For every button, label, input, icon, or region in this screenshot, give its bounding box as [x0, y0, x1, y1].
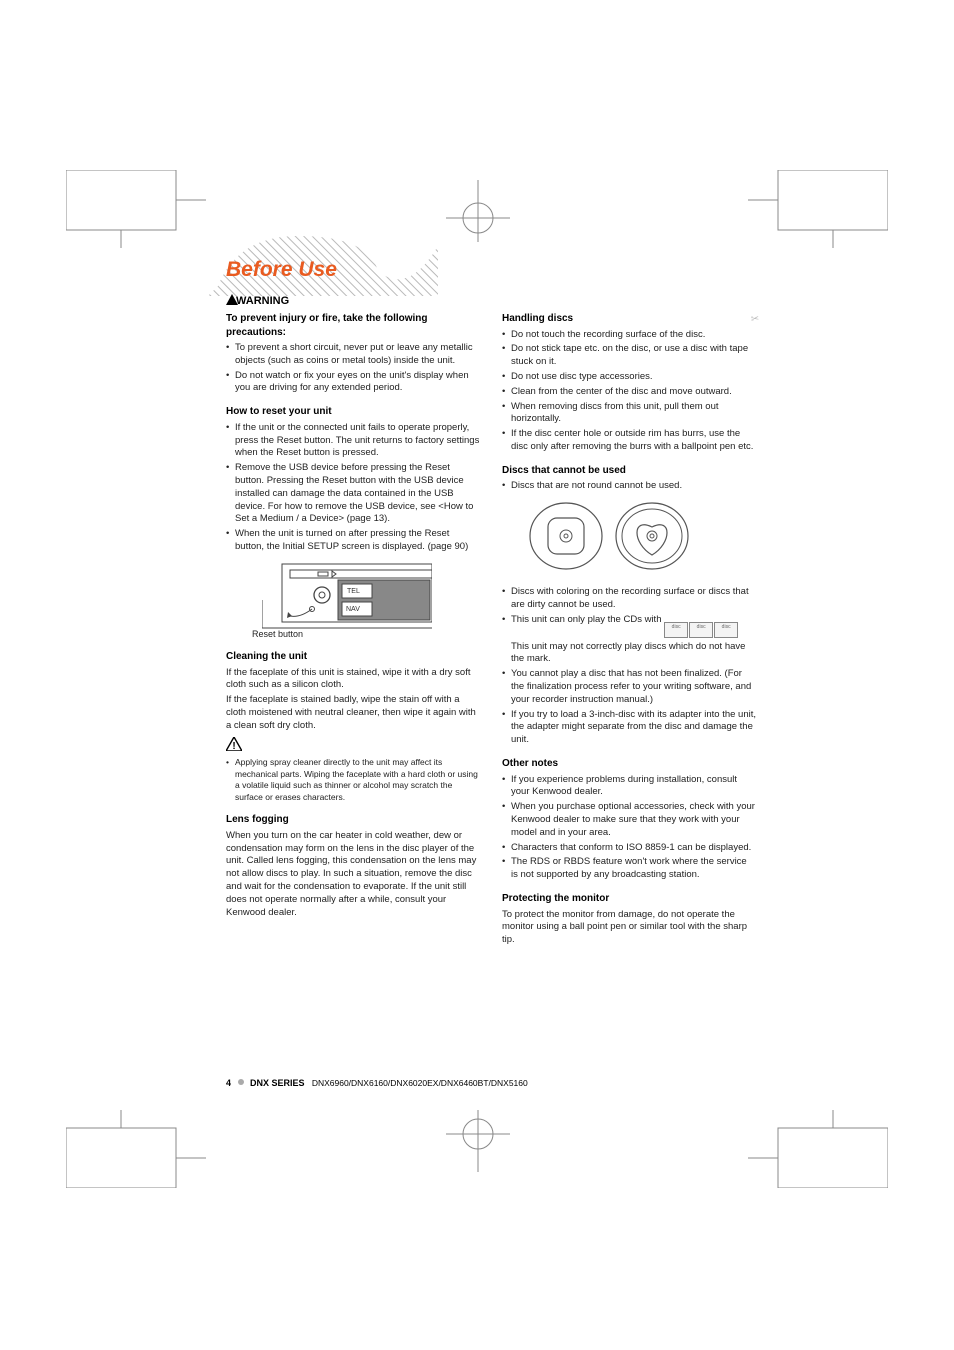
- cannot-list-2: Discs with coloring on the recording sur…: [502, 586, 756, 747]
- cleaning-note-list: Applying spray cleaner directly to the u…: [226, 757, 480, 803]
- list-item: Remove the USB device before pressing th…: [226, 462, 480, 526]
- list-item: You cannot play a disc that has not been…: [502, 668, 756, 706]
- page-footer: 4 DNX SERIES DNX6960/DNX6160/DNX6020EX/D…: [226, 1078, 528, 1088]
- warning-heading: WARNING: [226, 294, 756, 308]
- list-item: To prevent a short circuit, never put or…: [226, 342, 480, 368]
- reset-list: If the unit or the connected unit fails …: [226, 422, 480, 554]
- fogging-p: When you turn on the car heater in cold …: [226, 830, 480, 920]
- list-item: Do not touch the recording surface of th…: [502, 329, 756, 342]
- fogging-title: Lens fogging: [226, 813, 480, 827]
- svg-text:!: !: [232, 741, 235, 751]
- cleaning-title: Cleaning the unit: [226, 650, 480, 664]
- list-item: Discs with coloring on the recording sur…: [502, 586, 756, 612]
- list-item: This unit can only play the CDs with dis…: [502, 614, 756, 667]
- footer-series: DNX SERIES: [250, 1078, 305, 1088]
- list-item: Do not stick tape etc. on the disc, or u…: [502, 343, 756, 369]
- regmark-bottom-left: [66, 1110, 206, 1188]
- list-item: If the disc center hole or outside rim h…: [502, 428, 756, 454]
- list-item: When the unit is turned on after pressin…: [226, 528, 480, 554]
- precautions-list: To prevent a short circuit, never put or…: [226, 342, 480, 395]
- reset-fig-tel-label: TEL: [347, 588, 360, 595]
- regmark-bottom-center: [438, 1110, 518, 1172]
- regmark-top-center: [438, 180, 518, 242]
- cannot-title: Discs that cannot be used: [502, 464, 756, 478]
- footer-models: DNX6960/DNX6160/DNX6020EX/DNX6460BT/DNX5…: [307, 1078, 528, 1088]
- list-item: If the unit or the connected unit fails …: [226, 422, 480, 460]
- list-item: Do not watch or fix your eyes on the uni…: [226, 370, 480, 396]
- cd-only-suffix: This unit may not correctly play discs w…: [511, 641, 756, 667]
- reset-title: How to reset your unit: [226, 405, 480, 419]
- list-item: Applying spray cleaner directly to the u…: [226, 757, 480, 803]
- reset-caption: Reset button: [252, 628, 480, 640]
- cleaning-p1: If the faceplate of this unit is stained…: [226, 667, 480, 693]
- regmark-bottom-right: [748, 1110, 888, 1188]
- list-item: Clean from the center of the disc and mo…: [502, 386, 756, 399]
- regmark-top-left: [66, 170, 206, 248]
- list-item: Do not use disc type accessories.: [502, 371, 756, 384]
- precautions-title: To prevent injury or fire, take the foll…: [226, 312, 480, 339]
- list-item: When removing discs from this unit, pull…: [502, 401, 756, 427]
- cd-only-prefix: This unit can only play the CDs with: [511, 614, 664, 625]
- protect-title: Protecting the monitor: [502, 892, 756, 906]
- section-title: Before Use: [226, 258, 756, 282]
- cleaning-p2: If the faceplate is stained badly, wipe …: [226, 694, 480, 732]
- regmark-top-right: [748, 170, 888, 248]
- manual-page: Before Use WARNING To prevent injury or …: [226, 258, 756, 1088]
- protect-p: To protect the monitor from damage, do n…: [502, 909, 756, 947]
- handling-list: Do not touch the recording surface of th…: [502, 329, 756, 454]
- list-item: When you purchase optional accessories, …: [502, 801, 756, 839]
- list-item: Discs that are not round cannot be used.: [502, 480, 756, 493]
- caution-triangle-icon: !: [226, 737, 480, 756]
- disc-shapes-figure: [526, 499, 756, 578]
- right-column: Handling discs Do not touch the recordin…: [502, 312, 756, 949]
- page-number: 4: [226, 1078, 231, 1088]
- list-item: Characters that conform to ISO 8859-1 ca…: [502, 842, 756, 855]
- footer-dot-icon: [238, 1079, 244, 1085]
- cd-mark-icons: disc disc disc: [664, 622, 738, 638]
- reset-fig-nav-label: NAV: [346, 606, 360, 613]
- cd-mark-icon: disc: [689, 622, 713, 638]
- list-item: If you try to load a 3-inch-disc with it…: [502, 709, 756, 747]
- warning-label: WARNING: [236, 295, 289, 307]
- cd-mark-icon: disc: [664, 622, 688, 638]
- cd-mark-icon: disc: [714, 622, 738, 638]
- list-item: The RDS or RBDS feature won't work where…: [502, 856, 756, 882]
- other-title: Other notes: [502, 757, 756, 771]
- left-column: To prevent injury or fire, take the foll…: [226, 312, 480, 949]
- list-item: If you experience problems during instal…: [502, 774, 756, 800]
- reset-figure: TEL NAV Reset button: [262, 560, 480, 640]
- cannot-lead-list: Discs that are not round cannot be used.: [502, 480, 756, 493]
- handling-title: Handling discs: [502, 312, 756, 326]
- other-list: If you experience problems during instal…: [502, 774, 756, 883]
